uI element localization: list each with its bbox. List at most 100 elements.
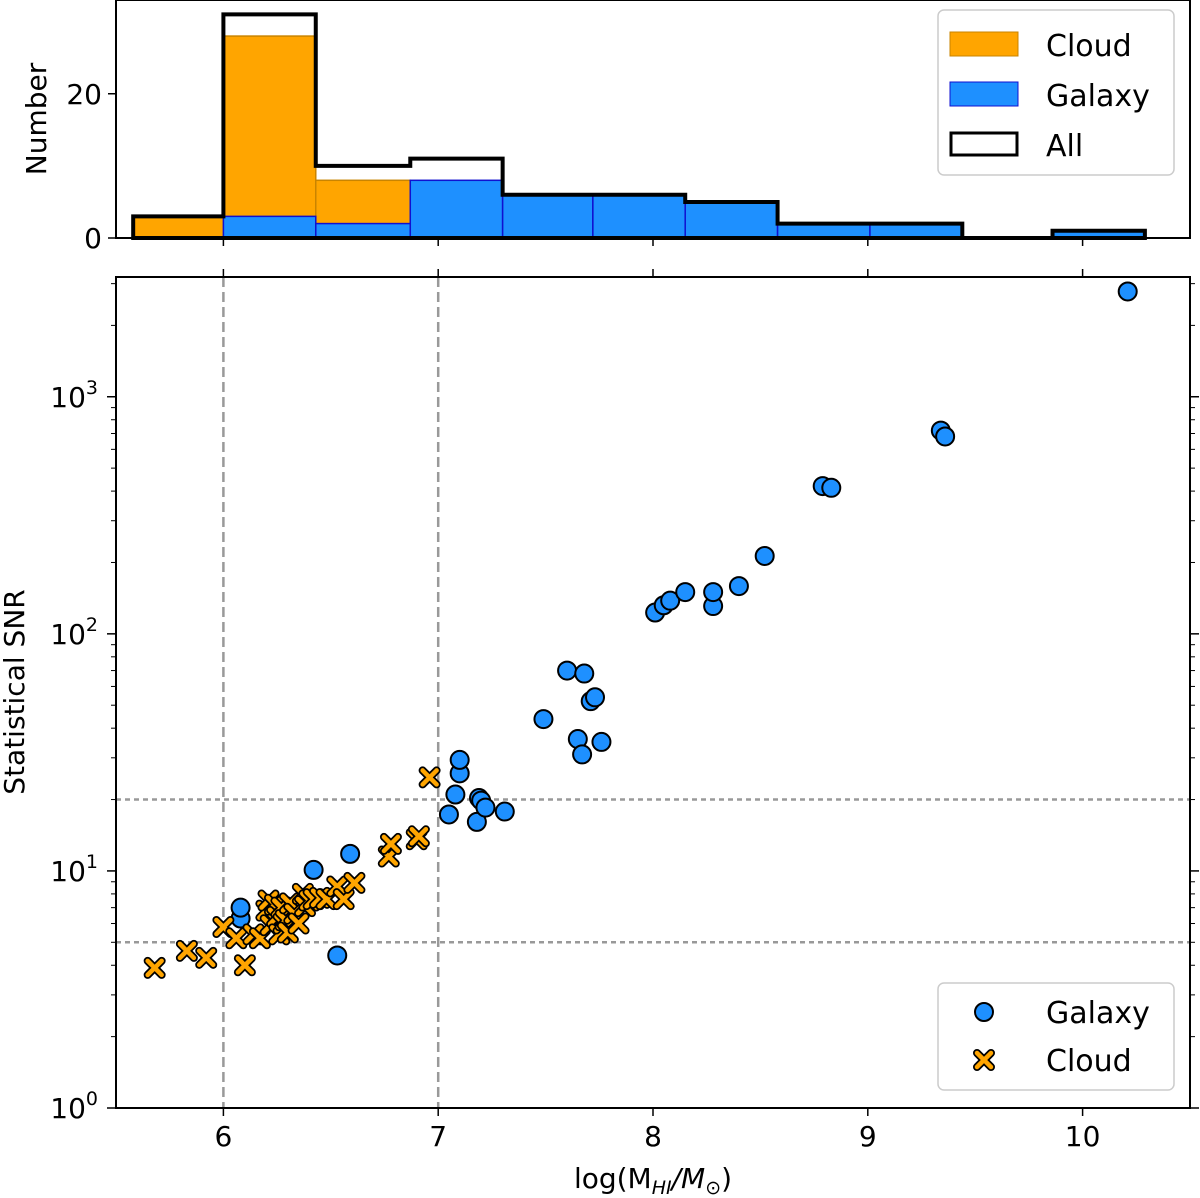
x-marker-fill (345, 873, 364, 893)
tick-exponent: 3 (86, 377, 98, 399)
hist-bar-galaxy (869, 222, 964, 239)
point-galaxy (445, 784, 466, 805)
point-galaxy (466, 811, 487, 832)
tick-exponent: 1 (86, 851, 98, 873)
hist-bar-galaxy (222, 215, 317, 239)
histogram-y-label: Number (20, 62, 53, 175)
histogram-x-ticks (222, 238, 1084, 246)
x-marker-fill (974, 1050, 994, 1070)
point-galaxy (728, 576, 749, 597)
point-galaxy (591, 731, 612, 752)
point-cloud (407, 825, 430, 848)
x-marker-fill (196, 948, 216, 968)
x-marker-fill (409, 827, 429, 846)
point-galaxy (572, 744, 593, 765)
guide-lines (116, 277, 1190, 1108)
hist-bar-galaxy (776, 222, 871, 239)
point-galaxy (675, 582, 696, 603)
histogram-bars (131, 12, 1147, 240)
histogram-panel: 0 20 Number Cloud Galaxy All (20, 0, 1191, 255)
x-label-sub: HI (652, 1177, 672, 1198)
x-marker-fill (420, 768, 439, 787)
point-galaxy (821, 477, 842, 498)
tick-exponent: 0 (86, 1088, 98, 1110)
point-galaxy (754, 545, 775, 566)
hist-y-tick-label: 0 (84, 222, 102, 255)
legend-swatch-all (949, 131, 1019, 157)
legend-label-all: All (1046, 129, 1083, 164)
scatter-x-label: log(MHI/M⊙) (574, 1162, 732, 1198)
scatter-y-tick-label: 100 (50, 1088, 98, 1125)
scatter-y-tick-label: 103 (50, 377, 98, 414)
legend-marker-cloud (973, 1049, 995, 1071)
scatter-x-tick-label: 6 (214, 1120, 232, 1153)
x-label-sun: ⊙ (705, 1177, 721, 1198)
x-marker-fill (145, 958, 164, 978)
legend-label-galaxy-scatter: Galaxy (1046, 996, 1150, 1031)
x-marker-fill (289, 914, 308, 933)
scatter-x-ticks: 6 7 8 9 10 (214, 269, 1100, 1153)
x-marker-fill (177, 941, 197, 961)
point-galaxy (660, 590, 681, 611)
scatter-x-tick-label: 10 (1065, 1120, 1101, 1153)
x-label-part-m: /M (669, 1162, 706, 1195)
point-cloud (287, 912, 310, 935)
point-galaxy (438, 804, 459, 825)
point-galaxy (557, 660, 578, 681)
legend-x-marker (973, 1049, 995, 1071)
point-cloud (225, 927, 248, 950)
scatter-points (143, 281, 1138, 979)
hist-bar-cloud (222, 35, 317, 239)
point-cloud (195, 946, 218, 969)
point-cloud (143, 956, 166, 979)
legend-swatch-galaxy (949, 81, 1019, 107)
point-cloud (379, 832, 402, 855)
tick-base: 10 (50, 1092, 86, 1125)
hist-bar-galaxy (684, 201, 779, 239)
hist-bar-galaxy (315, 222, 412, 239)
x-marker-fill (214, 917, 233, 937)
scatter-legend-box (937, 982, 1175, 1091)
tick-exponent: 2 (86, 614, 98, 636)
x-label-part-log: log(M (574, 1162, 652, 1195)
x-label-close: ) (721, 1162, 732, 1195)
hist-outline-all (131, 12, 1147, 240)
point-cloud (326, 875, 349, 898)
tick-base: 10 (50, 381, 86, 414)
point-cloud (418, 766, 441, 789)
scatter-x-tick-label: 8 (644, 1120, 662, 1153)
x-marker-fill (327, 877, 347, 896)
x-marker-fill (227, 929, 246, 948)
point-galaxy (303, 859, 324, 880)
point-cloud (233, 954, 256, 977)
point-cloud (332, 888, 355, 911)
point-cloud (175, 939, 198, 962)
point-cloud (343, 871, 366, 894)
point-galaxy (1117, 281, 1138, 302)
point-galaxy (449, 749, 470, 770)
hist-bar-galaxy (501, 193, 594, 239)
hist-bar-cloud (132, 215, 225, 239)
x-marker-fill (235, 956, 255, 975)
legend-label-cloud: Cloud (1046, 29, 1132, 64)
point-galaxy (340, 843, 361, 864)
point-galaxy (585, 687, 606, 708)
tick-base: 10 (50, 618, 86, 651)
scatter-y-tick-label: 102 (50, 614, 98, 651)
point-galaxy (574, 663, 595, 684)
point-galaxy (533, 709, 554, 730)
hist-y-tick-label: 20 (66, 78, 102, 111)
point-galaxy (327, 945, 348, 966)
legend-swatch-cloud (949, 31, 1019, 57)
point-galaxy (703, 582, 724, 603)
x-marker-fill (381, 834, 401, 854)
scatter-y-tick-label: 101 (50, 851, 98, 888)
hist-bar-galaxy (409, 179, 504, 239)
scatter-legend: Galaxy Cloud (937, 982, 1175, 1091)
legend-label-galaxy: Galaxy (1046, 79, 1150, 114)
point-galaxy (494, 801, 515, 822)
hist-bar-galaxy (592, 193, 686, 239)
